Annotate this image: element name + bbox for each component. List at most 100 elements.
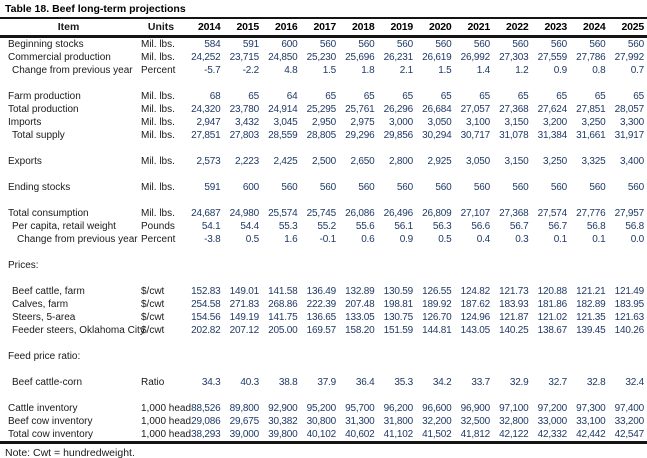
cell-value: 24,687 — [191, 208, 221, 219]
cell-value: 139.45 — [576, 325, 606, 336]
cell-value: 141.58 — [268, 286, 298, 297]
cell-value: 121.49 — [614, 286, 645, 297]
cell-value: 26,086 — [345, 208, 375, 219]
cell-value: 55.6 — [355, 221, 375, 232]
table-header-row: Item Units 2014 2015 2016 2017 2018 2019 2020 202… — [0, 19, 647, 35]
column-header-units: Units — [147, 21, 175, 33]
row-label: Exports — [8, 156, 42, 167]
cell-value: 27,992 — [614, 52, 645, 63]
cell-value: 143.05 — [460, 325, 491, 336]
cell-value: 27,624 — [537, 104, 568, 115]
cell-value: 65 — [517, 91, 529, 102]
table-row: Total production Mil. lbs. 24,320 23,780 24,… — [0, 103, 647, 116]
cell-value: 41,102 — [383, 429, 414, 440]
table-row: Per capita, retail weight Pounds 54.1 54.4 5… — [0, 220, 647, 233]
cell-value: 560 — [396, 39, 413, 50]
cell-value: 30,800 — [306, 416, 337, 427]
cell-value: 560 — [473, 182, 490, 193]
table-row: Farm production Mil. lbs. 68 65 64 65 65 65 65 65… — [0, 90, 647, 103]
cell-value: 38.8 — [278, 377, 298, 388]
title-divider — [0, 17, 647, 19]
cell-value: 31,384 — [537, 130, 568, 141]
cell-value: 95,700 — [345, 403, 375, 414]
cell-value: 121.87 — [499, 312, 529, 323]
cell-value: 3,150 — [504, 117, 529, 128]
cell-value: 42,332 — [537, 429, 568, 440]
cell-value: 27,803 — [229, 130, 260, 141]
cell-value: 560 — [396, 182, 413, 193]
cell-value: 182.89 — [576, 299, 606, 310]
cell-value: 31,800 — [383, 416, 414, 427]
row-units: Mil. lbs. — [141, 130, 175, 141]
cell-value: -3.8 — [204, 234, 221, 245]
row-label: Imports — [8, 117, 42, 128]
cell-value: 187.62 — [460, 299, 491, 310]
row-units: 1,000 head — [141, 429, 192, 440]
cell-value: 39,800 — [268, 429, 298, 440]
cell-value: 3,100 — [465, 117, 490, 128]
cell-value: 40,602 — [345, 429, 375, 440]
column-header-year: 2020 — [428, 21, 452, 33]
table-row: Exports Mil. lbs. 2,573 2,223 2,425 2,500 2,65… — [0, 155, 647, 168]
cell-value: -2.2 — [242, 65, 260, 76]
cell-value: 56.8 — [625, 221, 644, 232]
cell-value: 151.59 — [383, 325, 414, 336]
cell-value: 0.1 — [592, 234, 606, 245]
table-row: Commercial production Mil. lbs. 24,252 23,7… — [0, 51, 647, 64]
cell-value: 144.81 — [422, 325, 452, 336]
cell-value: 38,293 — [191, 429, 221, 440]
cell-value: 29,675 — [229, 416, 260, 427]
cell-value: 3,050 — [427, 117, 452, 128]
cell-value: 271.83 — [229, 299, 260, 310]
cell-value: 136.65 — [306, 312, 337, 323]
table-note: Note: Cwt = hundredweight. — [5, 447, 135, 458]
cell-value: 2,947 — [196, 117, 221, 128]
row-label: Beginning stocks — [8, 39, 84, 50]
cell-value: 1.5 — [438, 65, 452, 76]
cell-value: 207.48 — [345, 299, 375, 310]
cell-value: 121.73 — [499, 286, 529, 297]
cell-value: 29,296 — [345, 130, 375, 141]
cell-value: 268.86 — [268, 299, 298, 310]
cell-value: 560 — [319, 39, 336, 50]
cell-value: 56.1 — [394, 221, 413, 232]
footer-divider — [0, 441, 647, 444]
cell-value: 2,925 — [427, 156, 452, 167]
cell-value: 0.1 — [553, 234, 568, 245]
cell-value: 27,776 — [576, 208, 606, 219]
cell-value: 3,250 — [581, 117, 606, 128]
cell-value: 65 — [248, 91, 259, 102]
cell-value: 40.3 — [240, 377, 259, 388]
table-row: Beef cattle-corn Ratio 34.3 40.3 38.8 37.9 36.… — [0, 376, 647, 389]
row-units: $/cwt — [141, 299, 165, 310]
column-header-year: 2022 — [505, 21, 529, 33]
cell-value: 32.7 — [548, 377, 567, 388]
cell-value: 26,619 — [422, 52, 452, 63]
table-body: Beginning stocks Mil. lbs. 584 591 600 560 560… — [0, 38, 647, 441]
cell-value: 96,900 — [460, 403, 491, 414]
cell-value: 65 — [325, 91, 336, 102]
table-row: Steers, 5-area $/cwt 154.56 149.19 141.75 136… — [0, 311, 647, 324]
cell-value: 124.82 — [460, 286, 491, 297]
cell-value: 26,992 — [460, 52, 491, 63]
cell-value: 560 — [281, 182, 298, 193]
cell-value: 121.02 — [537, 312, 568, 323]
cell-value: -0.1 — [319, 234, 337, 245]
table-row: Total consumption Mil. lbs. 24,687 24,980 25… — [0, 207, 647, 220]
cell-value: 32,500 — [460, 416, 491, 427]
cell-value: 24,850 — [268, 52, 298, 63]
cell-value: 27,574 — [537, 208, 568, 219]
spacer-row — [0, 142, 647, 155]
cell-value: 56.7 — [509, 221, 529, 232]
cell-value: 2,500 — [311, 156, 336, 167]
cell-value: 0.0 — [630, 234, 645, 245]
cell-value: 26,296 — [383, 104, 414, 115]
cell-value: 97,100 — [499, 403, 529, 414]
row-units: Mil. lbs. — [141, 208, 175, 219]
row-label: Commercial production — [8, 52, 111, 63]
cell-value: 600 — [281, 39, 298, 50]
cell-value: 35.3 — [394, 377, 413, 388]
cell-value: 68 — [209, 91, 221, 102]
cell-value: 30,294 — [422, 130, 452, 141]
